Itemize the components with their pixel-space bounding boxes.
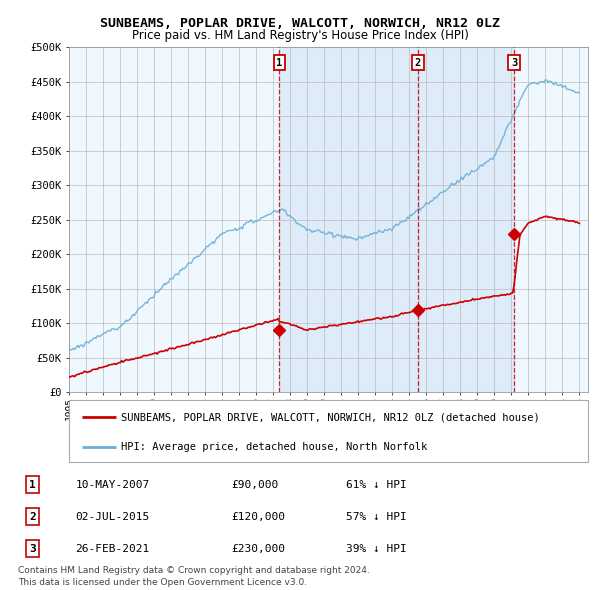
Text: 61% ↓ HPI: 61% ↓ HPI [346,480,407,490]
Text: £90,000: £90,000 [231,480,278,490]
Text: £120,000: £120,000 [231,512,285,522]
Text: 2: 2 [415,58,421,68]
Bar [280,47,418,392]
Text: 2: 2 [29,512,36,522]
Text: SUNBEAMS, POPLAR DRIVE, WALCOTT, NORWICH, NR12 0LZ: SUNBEAMS, POPLAR DRIVE, WALCOTT, NORWICH… [100,17,500,30]
Bar [418,47,514,392]
Text: SUNBEAMS, POPLAR DRIVE, WALCOTT, NORWICH, NR12 0LZ (detached house): SUNBEAMS, POPLAR DRIVE, WALCOTT, NORWICH… [121,412,539,422]
Text: £230,000: £230,000 [231,543,285,553]
Text: HPI: Average price, detached house, North Norfolk: HPI: Average price, detached house, Nort… [121,441,427,451]
Text: 39% ↓ HPI: 39% ↓ HPI [346,543,407,553]
Text: 3: 3 [29,543,36,553]
Text: This data is licensed under the Open Government Licence v3.0.: This data is licensed under the Open Gov… [18,578,307,587]
Text: 10-MAY-2007: 10-MAY-2007 [76,480,150,490]
Text: Price paid vs. HM Land Registry's House Price Index (HPI): Price paid vs. HM Land Registry's House … [131,30,469,42]
FancyBboxPatch shape [69,400,588,462]
Text: 3: 3 [511,58,517,68]
Text: 1: 1 [29,480,36,490]
Text: 57% ↓ HPI: 57% ↓ HPI [346,512,407,522]
Text: Contains HM Land Registry data © Crown copyright and database right 2024.: Contains HM Land Registry data © Crown c… [18,566,370,575]
Text: 1: 1 [276,58,283,68]
Text: 02-JUL-2015: 02-JUL-2015 [76,512,150,522]
Text: 26-FEB-2021: 26-FEB-2021 [76,543,150,553]
